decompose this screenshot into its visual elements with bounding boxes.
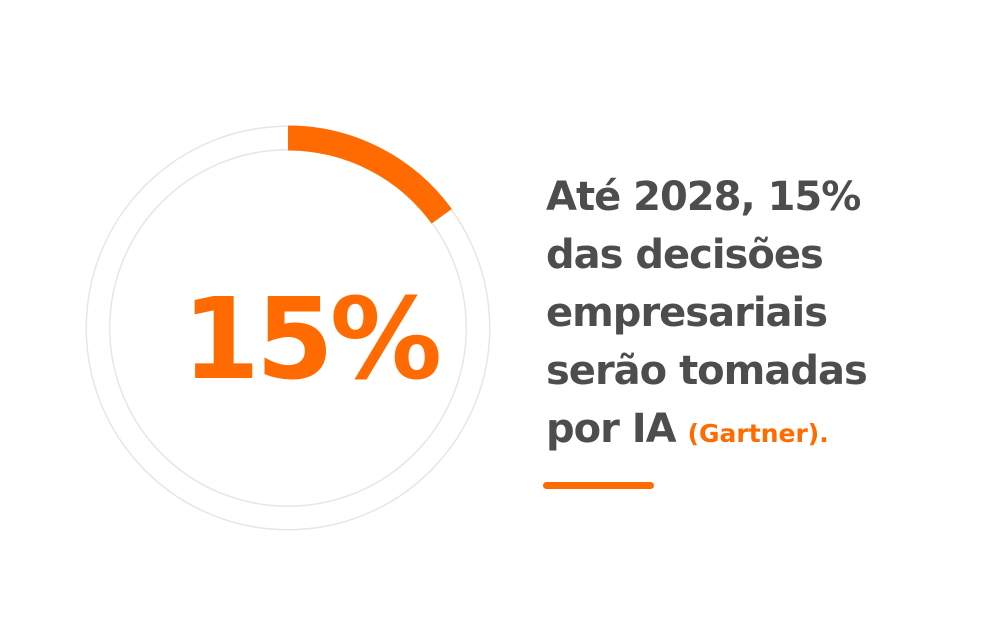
center-value: 15% <box>182 275 439 405</box>
statement-line: por IA (Gartner). <box>546 406 829 452</box>
statement-text: das decisões <box>546 232 823 278</box>
statement-line: das decisões <box>546 232 823 278</box>
statement-text: Até 2028, 15% <box>546 174 860 220</box>
source: (Gartner). <box>688 419 829 448</box>
statement-line: serão tomadas <box>546 348 867 394</box>
statement-text: por IA <box>546 406 677 452</box>
statement-text: empresariais <box>546 290 827 336</box>
statement-line: empresariais <box>546 290 827 336</box>
ring-arc <box>287 125 452 224</box>
statement-line: Até 2028, 15% <box>546 174 860 220</box>
statement-text: serão tomadas <box>546 348 867 394</box>
accent-underline <box>543 482 654 489</box>
